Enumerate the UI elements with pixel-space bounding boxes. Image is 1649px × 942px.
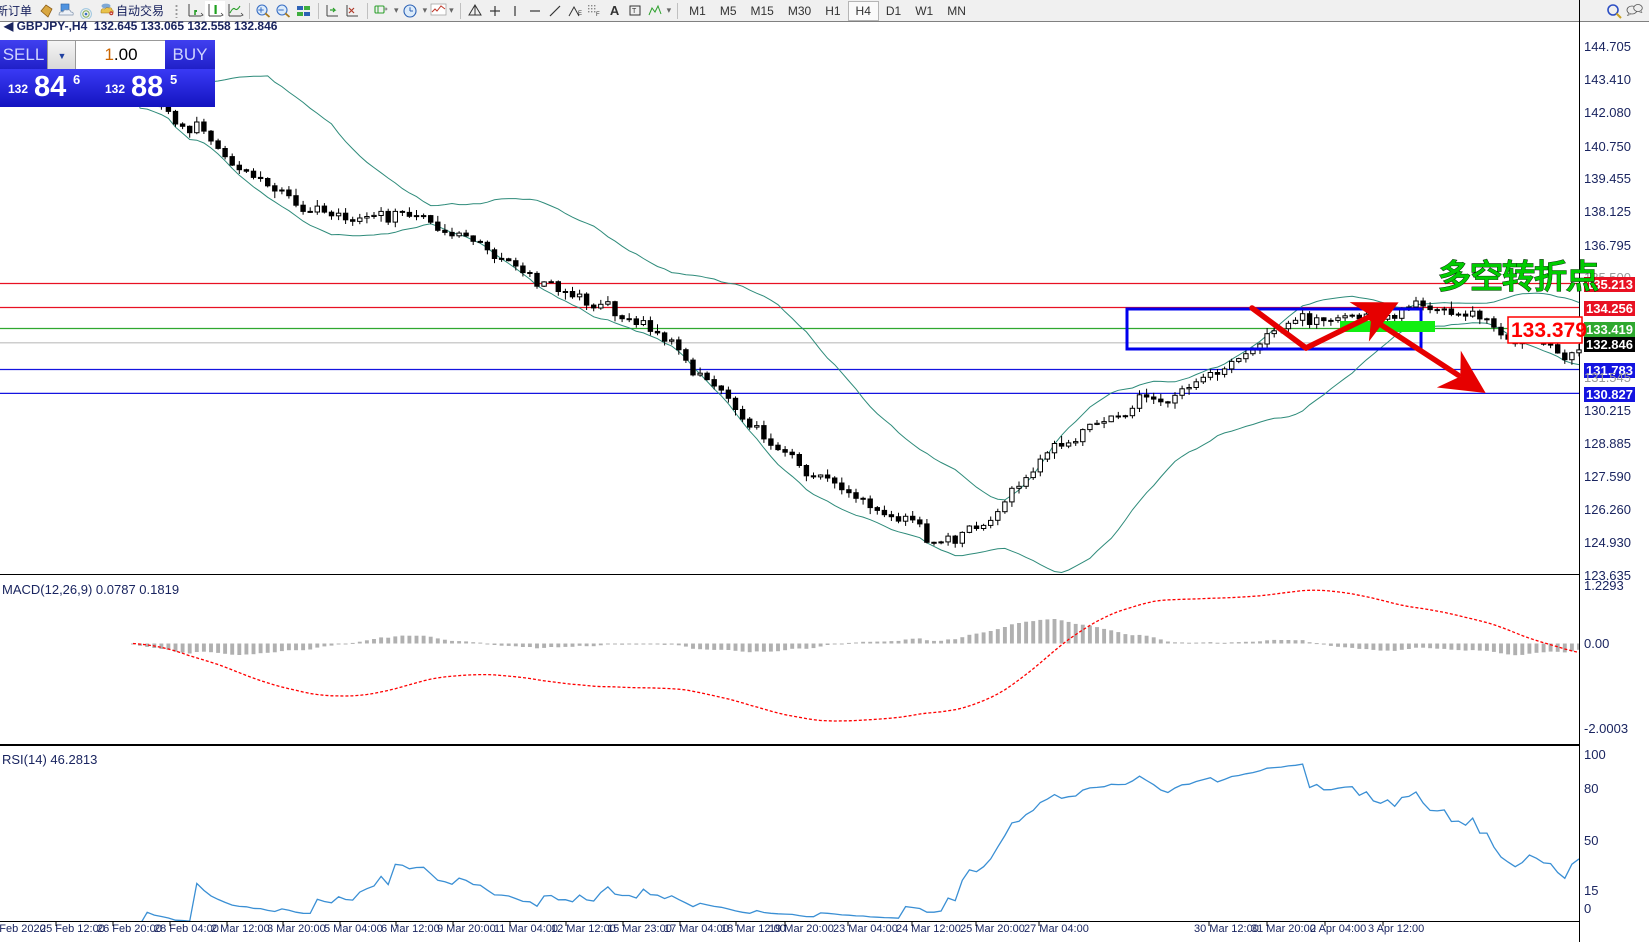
svg-text:133.379: 133.379	[1511, 319, 1587, 342]
svg-text:多空转折点: 多空转折点	[1438, 258, 1599, 295]
